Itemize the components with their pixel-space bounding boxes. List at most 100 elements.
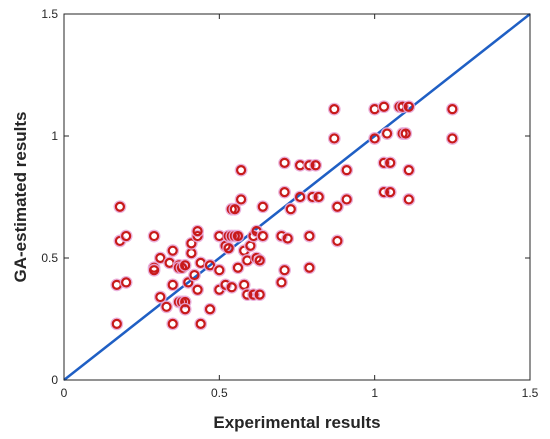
data-point-halo — [147, 263, 161, 277]
data-point-marker — [403, 165, 414, 176]
data-point — [293, 190, 307, 204]
data-point — [181, 275, 195, 289]
data-point — [191, 224, 204, 238]
data-point-halo — [368, 132, 382, 145]
data-point — [399, 127, 413, 140]
data-point — [303, 229, 316, 243]
data-point-marker — [114, 201, 126, 212]
data-point — [380, 127, 394, 140]
data-point-halo — [303, 261, 316, 275]
data-point — [253, 288, 267, 301]
data-point — [228, 202, 242, 216]
data-point-halo — [309, 158, 323, 172]
data-point-halo — [383, 185, 397, 199]
data-point — [275, 275, 288, 289]
data-point-halo — [306, 190, 319, 204]
data-point — [402, 193, 416, 206]
data-point-marker — [400, 128, 411, 139]
data-point-marker — [248, 289, 259, 300]
data-point-marker — [232, 230, 244, 242]
data-point — [231, 229, 245, 243]
data-point-marker — [242, 289, 253, 300]
data-point — [383, 185, 397, 199]
data-point-halo — [312, 190, 326, 204]
data-point-marker — [279, 187, 290, 198]
data-point-marker — [332, 201, 343, 212]
data-point — [240, 288, 254, 301]
data-point-marker — [447, 104, 458, 115]
data-point — [284, 202, 298, 216]
data-point-marker — [223, 243, 234, 254]
data-point-marker — [235, 194, 247, 205]
data-point-halo — [181, 275, 195, 289]
data-point — [256, 229, 270, 243]
data-point — [396, 100, 410, 114]
x-tick-label: 1 — [371, 386, 378, 400]
y-tick-label: 1.5 — [41, 7, 58, 21]
data-point-halo — [228, 229, 242, 243]
data-point-marker — [385, 187, 396, 198]
x-tick-label: 0.5 — [211, 386, 228, 400]
data-point-marker — [239, 279, 250, 290]
data-point-marker — [378, 157, 390, 168]
data-point-halo — [340, 193, 354, 206]
data-point-halo — [191, 229, 204, 243]
data-point-halo — [166, 317, 180, 331]
data-point-marker — [180, 260, 191, 271]
data-point-marker — [381, 128, 393, 139]
data-point-halo — [275, 275, 288, 289]
data-point-halo — [231, 261, 245, 275]
data-point-marker — [161, 301, 172, 312]
data-point — [166, 317, 180, 331]
data-point — [377, 156, 391, 170]
data-point-marker — [167, 279, 178, 290]
data-point-halo — [178, 258, 192, 272]
data-point — [383, 156, 397, 170]
data-point-marker — [257, 230, 268, 242]
data-point-halo — [110, 317, 124, 331]
data-point-halo — [402, 100, 416, 114]
data-point-halo — [119, 229, 133, 243]
data-point-halo — [178, 295, 192, 309]
y-tick-label: 0.5 — [41, 251, 58, 265]
x-axis-label: Experimental results — [213, 413, 380, 432]
data-point-marker — [232, 262, 244, 273]
data-point-marker — [189, 269, 200, 281]
data-point-halo — [377, 185, 391, 199]
data-point — [234, 193, 248, 206]
data-point — [166, 244, 180, 258]
data-point — [281, 232, 295, 245]
data-point — [234, 163, 248, 177]
data-point-halo — [113, 200, 127, 214]
data-point-halo — [284, 202, 298, 216]
data-point — [368, 132, 382, 145]
data-point-halo — [212, 263, 226, 277]
data-point — [445, 102, 459, 116]
data-point — [309, 158, 323, 172]
data-point-halo — [253, 254, 267, 267]
data-point — [278, 185, 291, 199]
data-point-marker — [369, 133, 380, 144]
data-point-halo — [178, 302, 192, 316]
data-point-halo — [402, 193, 416, 206]
data-point — [303, 158, 316, 172]
data-point — [222, 241, 236, 255]
data-point — [278, 156, 291, 170]
data-point-halo — [383, 156, 397, 170]
data-point-marker — [254, 289, 265, 300]
data-point-halo — [256, 229, 270, 243]
data-point — [203, 302, 217, 316]
data-point-marker — [257, 201, 268, 212]
data-point-halo — [219, 278, 232, 292]
data-point-halo — [402, 163, 416, 177]
data-point-marker — [341, 194, 352, 205]
data-point — [188, 268, 201, 282]
data-point-halo — [172, 261, 186, 275]
data-point — [402, 100, 416, 114]
axes-box — [63, 13, 531, 381]
data-point-halo — [293, 190, 307, 204]
data-point-marker — [279, 265, 290, 276]
data-point — [147, 229, 161, 243]
data-point-marker — [304, 230, 315, 242]
data-point-halo — [330, 234, 344, 248]
